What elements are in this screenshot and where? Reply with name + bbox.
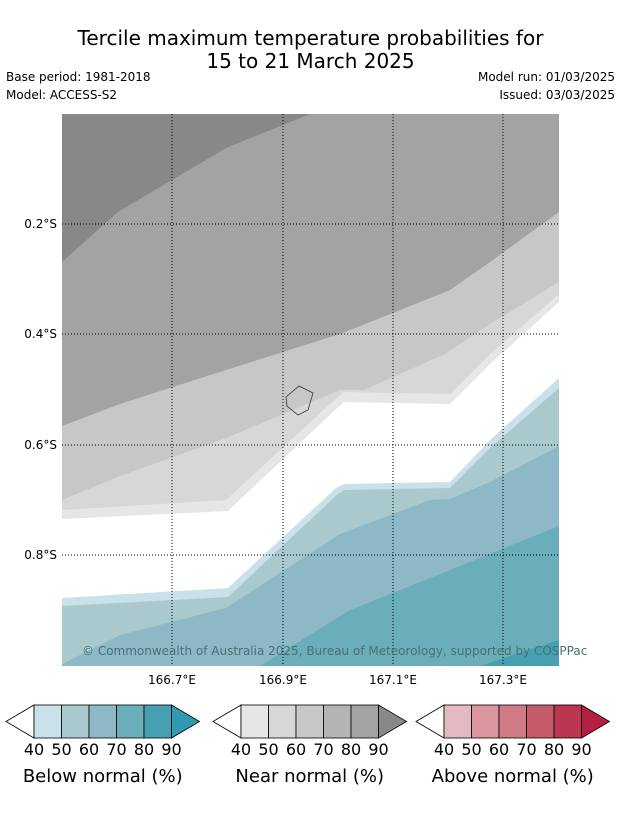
colorbars: 40 50 60 70 80 90 Below normal (%) 40 50 60 70 80 90… — [5, 704, 611, 787]
colorbar-segment — [498, 704, 527, 739]
colorbar-segment — [443, 704, 472, 739]
issued-label: Issued: 03/03/2025 — [499, 88, 615, 102]
map-gridlines — [62, 114, 559, 666]
colorbar-segment — [88, 704, 117, 739]
colorbar-right-arrow — [581, 704, 611, 739]
colorbar-segment — [526, 704, 555, 739]
colorbar-tick-label: 50 — [51, 740, 71, 759]
colorbar-tick-label: 60 — [79, 740, 99, 759]
colorbar-segment — [295, 704, 324, 739]
lat-label: 0.6°S — [24, 438, 57, 452]
colorbar-right-arrow — [378, 704, 408, 739]
colorbar-near-normal: 40 50 60 70 80 90 Near normal (%) — [212, 704, 408, 787]
colorbar-segment — [143, 704, 172, 739]
chart-title-line2: 15 to 21 March 2025 — [206, 49, 415, 73]
lon-label: 166.9°E — [259, 673, 307, 687]
below-normal-80-band — [260, 526, 559, 666]
colorbar-tick-label: 40 — [231, 740, 251, 759]
colorbar-segment — [116, 704, 145, 739]
colorbar-tick-label: 70 — [516, 740, 536, 759]
colorbar-title: Above normal (%) — [432, 766, 594, 787]
colorbar-tick-label: 80 — [134, 740, 154, 759]
chart-title-line1: Tercile maximum temperature probabilitie… — [77, 26, 544, 50]
colorbar-tick-label: 70 — [313, 740, 333, 759]
colorbar-segment — [471, 704, 500, 739]
colorbar-tick-label: 50 — [258, 740, 278, 759]
colorbar-title: Near normal (%) — [235, 766, 384, 787]
colorbar-segment — [33, 704, 62, 739]
colorbar-tick-label: 90 — [571, 740, 591, 759]
lon-label: 167.1°E — [369, 673, 417, 687]
model-label: Model: ACCESS-S2 — [6, 88, 118, 102]
below-normal-90-band — [480, 640, 559, 666]
lat-label: 0.8°S — [24, 548, 57, 562]
colorbar-segment — [323, 704, 352, 739]
colorbar-right-arrow — [171, 704, 201, 739]
lat-label: 0.4°S — [24, 327, 57, 341]
base-period-label: Base period: 1981-2018 — [6, 70, 151, 84]
colorbar-tick-label: 40 — [24, 740, 44, 759]
colorbar-segment — [553, 704, 582, 739]
copyright-notice: © Commonwealth of Australia 2025, Bureau… — [82, 644, 587, 658]
colorbar-tick-label: 80 — [544, 740, 564, 759]
colorbar-tick-label: 40 — [434, 740, 454, 759]
colorbar-left-arrow — [5, 704, 35, 739]
colorbar-tick-label: 50 — [461, 740, 481, 759]
colorbar-segment — [268, 704, 297, 739]
colorbar-tick-label: 90 — [368, 740, 388, 759]
model-run-label: Model run: 01/03/2025 — [477, 70, 615, 84]
colorbar-tick-label: 70 — [106, 740, 126, 759]
colorbar-segment — [350, 704, 379, 739]
colorbar-above-normal: 40 50 60 70 80 90 Above normal (%) — [415, 704, 611, 787]
colorbar-title: Below normal (%) — [23, 766, 183, 787]
colorbar-tick-label: 60 — [489, 740, 509, 759]
probability-field — [62, 114, 559, 666]
colorbar-tick-label: 90 — [161, 740, 181, 759]
lon-label: 167.3°E — [479, 673, 527, 687]
colorbar-segment — [61, 704, 90, 739]
colorbar-left-arrow — [212, 704, 242, 739]
colorbar-tick-label: 80 — [341, 740, 361, 759]
colorbar-below-normal: 40 50 60 70 80 90 Below normal (%) — [5, 704, 201, 787]
lon-label: 166.7°E — [148, 673, 196, 687]
island-outline — [285, 385, 314, 416]
colorbar-segment — [240, 704, 269, 739]
colorbar-left-arrow — [415, 704, 445, 739]
colorbar-tick-label: 60 — [286, 740, 306, 759]
lat-label: 0.2°S — [24, 217, 57, 231]
